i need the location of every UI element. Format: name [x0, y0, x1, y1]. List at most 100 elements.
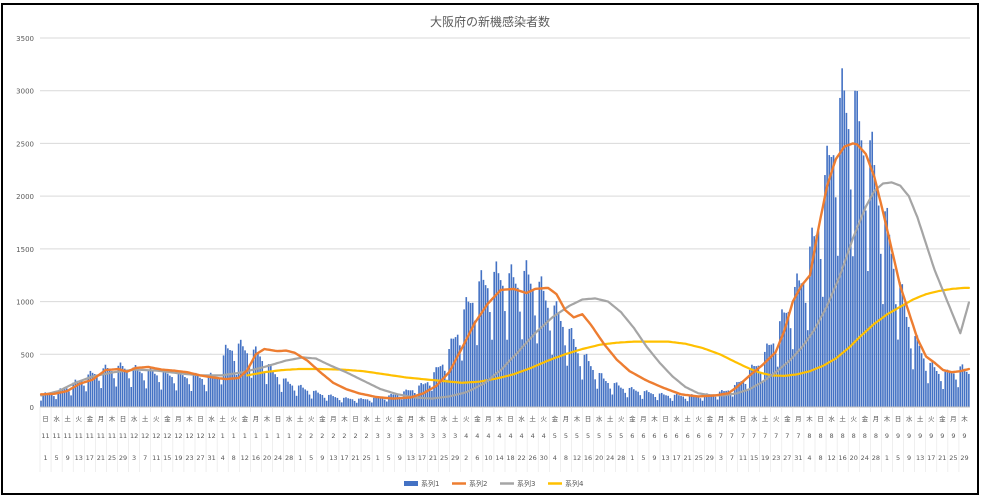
bar — [852, 256, 854, 407]
x-tick-month: 4 — [497, 432, 501, 440]
x-tick-month: 9 — [951, 432, 955, 440]
bar — [358, 398, 360, 407]
x-tick-weekday: 火 — [851, 415, 858, 423]
x-tick-weekday: 木 — [574, 414, 581, 423]
bar — [699, 398, 702, 407]
bar — [624, 392, 627, 407]
bar — [521, 339, 523, 407]
x-tick-weekday: 水 — [286, 414, 293, 423]
bar — [583, 354, 586, 407]
x-tick-weekday: 木 — [884, 414, 891, 423]
bar — [373, 397, 375, 407]
bar — [856, 91, 858, 407]
y-tick-label: 2500 — [16, 140, 34, 148]
series4-line — [246, 286, 970, 384]
x-tick-weekday: 月 — [485, 415, 492, 423]
bar — [774, 353, 777, 407]
bar — [736, 382, 738, 407]
bar — [441, 364, 444, 407]
x-tick-day: 25 — [695, 454, 703, 462]
bar — [508, 273, 511, 407]
x-tick-day: 8 — [232, 454, 236, 462]
x-tick-month: 4 — [542, 432, 546, 440]
x-tick-month: 3 — [442, 432, 446, 440]
bar — [630, 387, 633, 407]
x-tick-weekday: 土 — [529, 414, 536, 423]
bar — [381, 397, 384, 407]
x-tick-month: 11 — [108, 432, 116, 440]
bar — [759, 372, 762, 407]
bar — [111, 371, 113, 407]
x-tick-day: 22 — [517, 454, 525, 462]
x-tick-month: 6 — [630, 432, 634, 440]
bar — [577, 353, 579, 407]
bar — [727, 390, 730, 407]
bar — [549, 330, 551, 407]
x-tick-month: 8 — [852, 432, 856, 440]
x-tick-weekday: 金 — [784, 414, 791, 423]
x-tick-weekday: 日 — [430, 415, 437, 423]
x-tick-month: 4 — [475, 432, 479, 440]
bar — [834, 197, 837, 407]
bar — [315, 390, 317, 407]
x-tick-weekday: 火 — [696, 415, 703, 423]
bar — [428, 385, 431, 407]
bar — [265, 384, 268, 407]
x-tick-month: 3 — [376, 432, 380, 440]
x-tick-day: 17 — [86, 454, 94, 462]
x-tick-month: 4 — [486, 432, 490, 440]
bar — [721, 390, 723, 407]
x-tick-month: 9 — [940, 432, 944, 440]
bar — [401, 399, 403, 407]
bar — [794, 286, 796, 407]
bar — [523, 270, 526, 407]
bar — [933, 367, 936, 407]
bar — [306, 390, 309, 407]
bar — [85, 391, 87, 407]
bar — [620, 387, 622, 407]
x-tick-day: 20 — [850, 454, 858, 462]
bar — [875, 187, 878, 407]
x-tick-month: 5 — [564, 432, 568, 440]
bar — [469, 303, 472, 407]
bar — [667, 395, 669, 407]
bar — [501, 285, 504, 407]
x-tick-weekday: 金 — [164, 414, 171, 423]
bar — [800, 283, 803, 407]
bar — [242, 346, 244, 407]
x-tick-month: 7 — [796, 432, 800, 440]
x-tick-day: 25 — [362, 454, 370, 462]
bar — [55, 399, 57, 407]
x-tick-day: 21 — [429, 454, 437, 462]
x-tick-day: 17 — [418, 454, 426, 462]
bar — [351, 399, 354, 407]
bar — [669, 398, 672, 407]
x-tick-month: 9 — [896, 432, 900, 440]
x-tick-month: 7 — [774, 432, 778, 440]
bar — [879, 253, 882, 407]
bar — [201, 379, 203, 407]
bar — [403, 391, 405, 407]
bar — [117, 365, 120, 407]
bar — [914, 335, 916, 407]
bar — [263, 372, 266, 407]
x-tick-weekday: 日 — [275, 415, 282, 423]
bar — [364, 399, 367, 407]
bar — [504, 311, 506, 407]
bar — [562, 326, 564, 407]
x-tick-month: 6 — [708, 432, 712, 440]
bar — [860, 140, 863, 407]
bar — [607, 382, 609, 407]
x-tick-weekday: 木 — [186, 414, 193, 423]
bar — [819, 258, 822, 407]
bar — [519, 311, 521, 407]
x-tick-weekday: 木 — [419, 414, 426, 423]
x-tick-day: 19 — [761, 454, 769, 462]
x-tick-day: 24 — [274, 454, 282, 462]
x-tick-weekday: 日 — [352, 415, 359, 423]
bar — [892, 268, 895, 407]
x-tick-day: 31 — [207, 454, 215, 462]
x-tick-month: 2 — [365, 432, 369, 440]
bar — [514, 283, 517, 407]
